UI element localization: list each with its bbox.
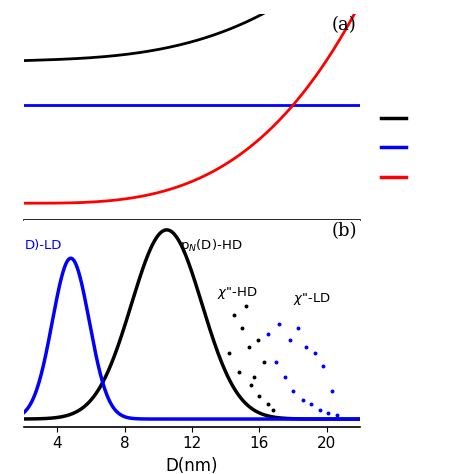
- Point: [269, 406, 276, 413]
- Point: [272, 358, 280, 366]
- Text: p$_N$(D)-HD: p$_N$(D)-HD: [180, 237, 243, 254]
- Point: [225, 349, 233, 356]
- Point: [281, 374, 288, 381]
- X-axis label: D(nm): D(nm): [166, 457, 218, 474]
- Point: [316, 406, 324, 413]
- Point: [235, 368, 243, 375]
- Text: $\chi$"-HD: $\chi$"-HD: [217, 285, 258, 301]
- Point: [250, 374, 258, 381]
- Text: D)-LD: D)-LD: [25, 239, 62, 252]
- Point: [230, 311, 238, 319]
- Point: [276, 320, 283, 328]
- Point: [294, 324, 302, 332]
- Point: [328, 387, 336, 394]
- Point: [289, 387, 297, 394]
- Point: [264, 400, 272, 408]
- Point: [333, 411, 340, 419]
- Point: [286, 336, 293, 343]
- Text: $\chi$"-LD: $\chi$"-LD: [293, 291, 331, 307]
- Text: (a): (a): [332, 16, 357, 34]
- Point: [238, 324, 246, 332]
- Point: [308, 400, 315, 408]
- Point: [325, 410, 332, 417]
- Point: [254, 336, 261, 343]
- Legend: , , : , ,: [381, 112, 407, 184]
- Point: [255, 392, 263, 400]
- Point: [242, 302, 250, 310]
- Point: [247, 381, 255, 389]
- Point: [319, 362, 327, 370]
- Point: [311, 349, 319, 356]
- Point: [261, 358, 268, 366]
- Point: [264, 330, 272, 337]
- Point: [299, 396, 307, 404]
- Point: [246, 343, 253, 351]
- Point: [302, 343, 310, 351]
- Text: (b): (b): [331, 222, 357, 240]
